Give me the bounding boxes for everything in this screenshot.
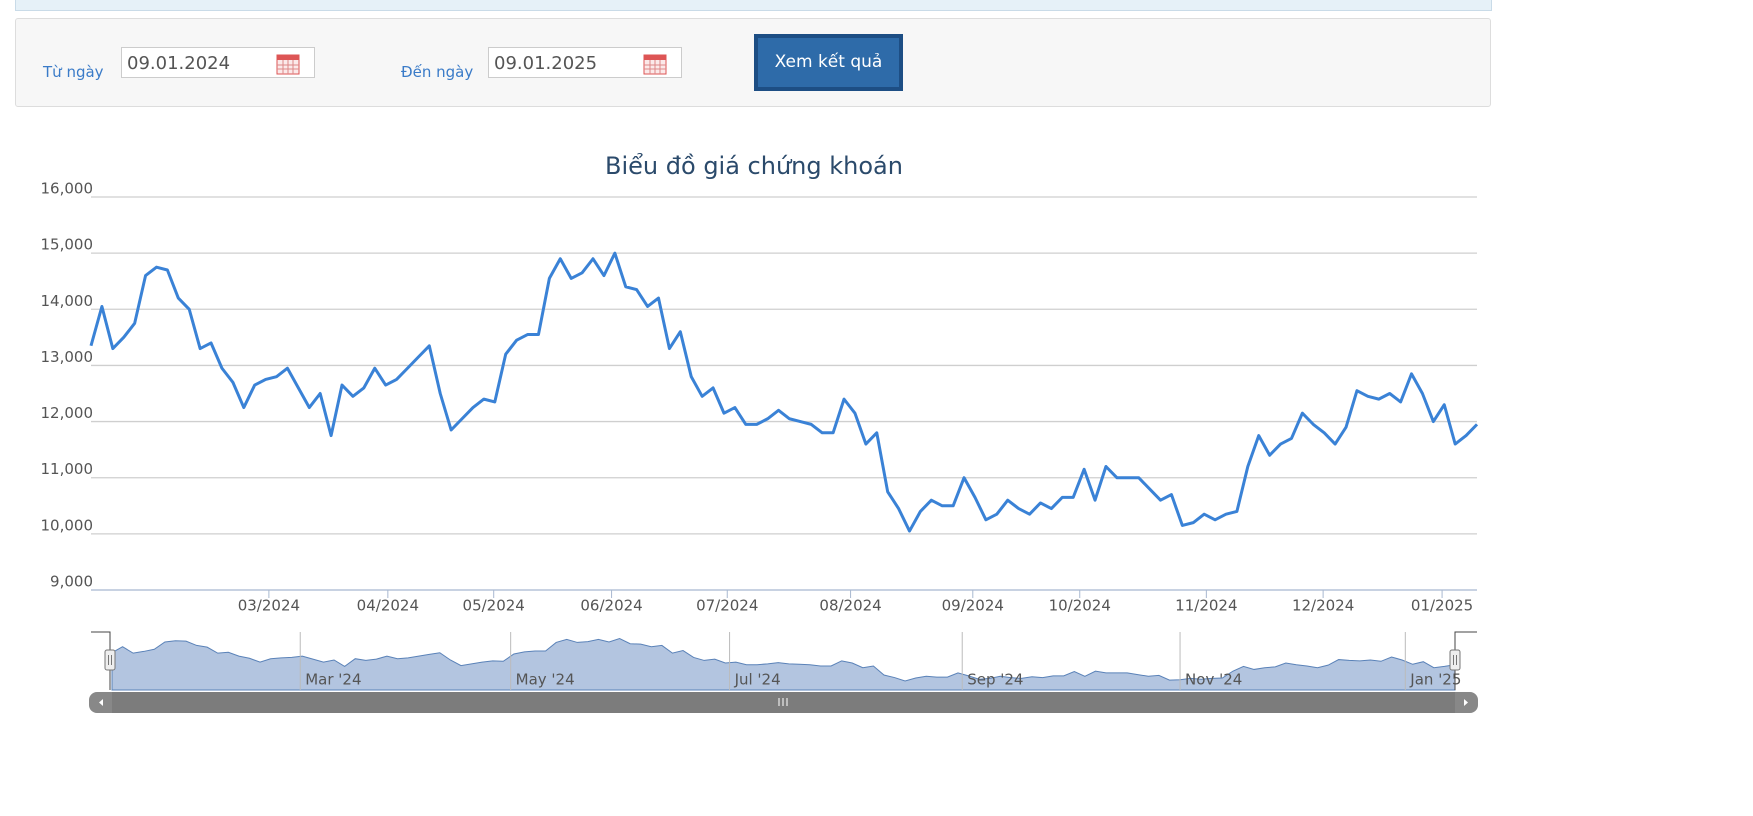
scroll-right-arrow [1464, 699, 1468, 706]
x-tick-label: 06/2024 [580, 597, 642, 615]
navigator-tick-label: Mar '24 [305, 671, 361, 689]
scroll-left-arrow [99, 699, 103, 706]
navigator-handle-grip [108, 655, 112, 665]
from-label: Từ ngày [43, 63, 104, 81]
y-tick-label: 9,000 [50, 573, 93, 591]
navigator-handle-grip [1453, 655, 1457, 665]
navigator-tick-label: Jan '25 [1409, 671, 1461, 689]
scrollbar-grip [778, 698, 788, 706]
y-tick-label: 13,000 [41, 348, 94, 366]
from-value: 09.01.2024 [127, 53, 231, 74]
y-tick-label: 15,000 [41, 236, 94, 254]
y-tick-label: 14,000 [41, 292, 94, 310]
navigator-tick-label: May '24 [516, 671, 575, 689]
y-tick-label: 11,000 [41, 460, 94, 478]
x-tick-label: 11/2024 [1175, 597, 1237, 615]
header-strip [15, 0, 1492, 11]
x-tick-label: 05/2024 [463, 597, 525, 615]
y-tick-label: 16,000 [41, 180, 94, 198]
navigator-tick-label: Sep '24 [967, 671, 1023, 689]
navigator-area [111, 638, 1456, 691]
navigator-outline [91, 631, 1477, 690]
x-tick-label: 07/2024 [696, 597, 758, 615]
to-label: Đến ngày [401, 63, 474, 81]
from-input[interactable]: 09.01.2024 [121, 47, 315, 78]
x-tick-label: 03/2024 [238, 597, 300, 615]
submit-button[interactable]: Xem kết quả [754, 34, 903, 91]
x-tick-label: 04/2024 [357, 597, 419, 615]
y-tick-label: 12,000 [41, 404, 94, 422]
y-tick-label: 10,000 [41, 516, 94, 534]
chart-title: Biểu đồ giá chứng khoán [605, 152, 903, 180]
navigator-handle [104, 649, 116, 671]
to-input[interactable]: 09.01.2025 [488, 47, 682, 78]
to-value: 09.01.2025 [494, 53, 598, 74]
calendar-icon[interactable] [643, 53, 667, 75]
navigator-handle [1449, 649, 1461, 671]
navigator-tick-label: Nov '24 [1185, 671, 1242, 689]
navigator-tick-label: Jul '24 [734, 671, 781, 689]
x-tick-label: 12/2024 [1292, 597, 1354, 615]
x-tick-label: 08/2024 [819, 597, 881, 615]
x-tick-label: 10/2024 [1049, 597, 1111, 615]
date-form: Từ ngày 09.01.2024 Đến ngày 09.01.2025 X… [15, 18, 1491, 107]
x-tick-label: 01/2025 [1411, 597, 1473, 615]
price-line [89, 251, 1479, 533]
x-tick-label: 09/2024 [942, 597, 1004, 615]
calendar-icon[interactable] [276, 53, 300, 75]
